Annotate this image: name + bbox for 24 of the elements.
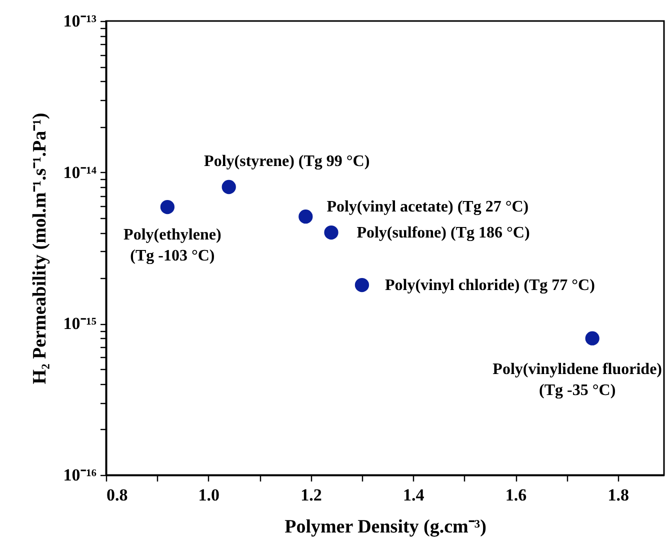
x-tick-label: 1.4 bbox=[403, 486, 425, 504]
x-axis-title: Polymer Density (g.cm⁻³) bbox=[284, 516, 486, 538]
point bbox=[222, 180, 236, 194]
y-tick-label: 10⁻¹⁵ bbox=[63, 314, 96, 334]
x-tick-label: 1.8 bbox=[608, 486, 630, 504]
annotation: Poly(vinylidene fluoride) (Tg -35 °C) bbox=[492, 360, 662, 399]
point bbox=[160, 200, 174, 214]
annotation: Poly(styrene) (Tg 99 °C) bbox=[204, 153, 370, 170]
x-tick-label: 0.8 bbox=[106, 486, 128, 504]
x-tick-label: 1.6 bbox=[505, 486, 527, 504]
y-tick-label: 10⁻¹³ bbox=[63, 12, 96, 30]
x-tick-label: 1.0 bbox=[198, 486, 220, 504]
point bbox=[585, 331, 600, 346]
annotation: Poly(sulfone) (Tg 186 °C) bbox=[356, 224, 530, 242]
point bbox=[324, 226, 338, 240]
y-axis-title: H₂ Permeability (mol.m⁻¹.s⁻¹.Pa⁻¹) bbox=[29, 112, 50, 384]
y-tick-label: 10⁻¹⁶ bbox=[63, 466, 96, 484]
annotation: Poly(vinyl chloride) (Tg 77 °C) bbox=[384, 277, 595, 294]
x-tick-label: 1.2 bbox=[300, 486, 322, 504]
point bbox=[298, 210, 313, 224]
annotation: Poly(ethylene) (Tg -103 °C) bbox=[124, 226, 222, 265]
point bbox=[354, 278, 370, 292]
y-tick-label: 10⁻¹⁴ bbox=[63, 162, 96, 182]
annotation: Poly(vinyl acetate) (Tg 27 °C) bbox=[326, 198, 529, 216]
